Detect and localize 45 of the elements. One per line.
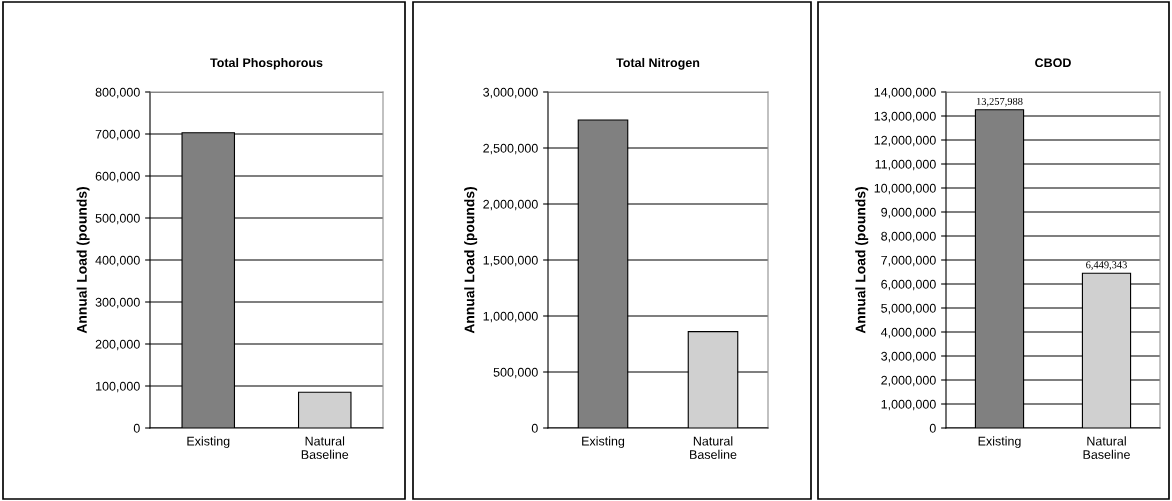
- x-tick-label: Existing: [187, 436, 230, 448]
- y-tick-label: 1,000,000: [483, 311, 538, 323]
- y-tick-label: 14,000,000: [874, 87, 936, 99]
- y-tick-label: 1,000,000: [881, 399, 936, 411]
- x-tick-label: Natural Baseline: [1083, 436, 1130, 459]
- y-axis-title: Annual Load (pounds): [464, 187, 478, 334]
- y-tick-label: 6,000,000: [881, 279, 936, 291]
- y-tick-label: 7,000,000: [881, 255, 936, 267]
- x-tick-label: Existing: [978, 436, 1021, 448]
- chart-title: Total Phosphorous: [210, 57, 323, 70]
- y-tick-label: 800,000: [95, 87, 140, 99]
- y-tick-label: 300,000: [95, 297, 140, 309]
- y-tick-label: 0: [929, 423, 936, 433]
- y-tick-label: 500,000: [95, 213, 140, 225]
- y-tick-label: 1,500,000: [483, 255, 538, 267]
- x-tick-label: Existing: [582, 436, 625, 448]
- y-tick-label: 4,000,000: [880, 327, 936, 339]
- data-label: 6,449,343: [1086, 261, 1127, 270]
- x-tick-label: Natural Baseline: [690, 436, 737, 459]
- y-axis-title: Annual Load (pounds): [855, 187, 869, 334]
- y-axis-title: Annual Load (pounds): [76, 187, 90, 334]
- y-tick-label: 13,000,000: [874, 111, 936, 123]
- y-tick-label: 500,000: [493, 367, 538, 379]
- chart-title: Total Nitrogen: [616, 57, 700, 70]
- y-tick-label: 100,000: [96, 381, 140, 393]
- y-tick-label: 3,000,000: [881, 351, 936, 363]
- y-tick-label: 2,500,000: [483, 143, 538, 155]
- y-tick-label: 8,000,000: [881, 231, 936, 243]
- y-tick-label: 700,000: [95, 129, 140, 141]
- y-tick-label: 600,000: [95, 171, 140, 183]
- y-tick-label: 9,000,000: [881, 207, 936, 219]
- y-tick-label: 10,000,000: [874, 183, 936, 195]
- y-tick-label: 5,000,000: [881, 303, 936, 315]
- y-tick-label: 400,000: [95, 255, 140, 267]
- y-tick-label: 0: [531, 423, 538, 433]
- y-tick-label: 3,000,000: [483, 87, 538, 99]
- data-label: 13,257,988: [976, 97, 1023, 107]
- y-tick-label: 0: [133, 423, 140, 433]
- y-tick-label: 11,000,000: [875, 159, 936, 171]
- y-tick-label: 200,000: [95, 339, 140, 351]
- chart-title: CBOD: [1035, 58, 1071, 68]
- x-tick-label: Natural Baseline: [301, 436, 349, 459]
- y-tick-label: 2,000,000: [881, 375, 936, 387]
- y-tick-label: 12,000,000: [874, 135, 936, 147]
- y-tick-label: 2,000,000: [483, 199, 538, 211]
